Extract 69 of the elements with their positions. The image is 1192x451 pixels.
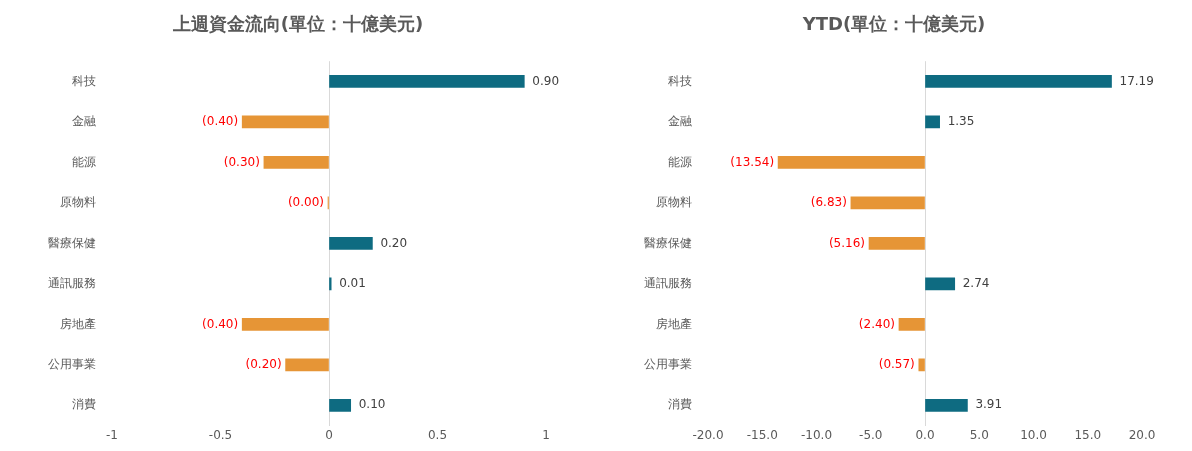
y-tick-label: 消費 [668, 397, 692, 412]
y-tick-label: 通訊服務 [48, 276, 96, 291]
data-label: 2.74 [962, 276, 990, 291]
y-tick-label: 消費 [72, 397, 96, 412]
data-label: (0.40) [202, 114, 239, 129]
bar [241, 318, 329, 331]
y-tick-label: 房地產 [656, 316, 692, 331]
bar [285, 358, 329, 372]
bar [263, 156, 329, 169]
data-label: (0.40) [202, 316, 239, 331]
data-label: 0.10 [358, 397, 386, 412]
data-label: (13.54) [730, 154, 775, 169]
bar [925, 75, 1112, 88]
bar [329, 277, 332, 291]
x-tick-label: 15.0 [1074, 427, 1102, 442]
bar [777, 156, 925, 169]
y-tick-label: 金融 [72, 114, 96, 129]
x-tick-label: 1 [542, 427, 550, 442]
data-label: (0.57) [878, 356, 915, 371]
y-tick-label: 醫療保健 [48, 235, 96, 250]
bar [925, 399, 968, 412]
data-label: 1.35 [947, 114, 975, 129]
data-label: 17.19 [1119, 73, 1154, 88]
chart-title: YTD(單位：十億美元) [801, 12, 987, 36]
y-tick-label: 通訊服務 [644, 276, 692, 291]
data-label: (6.83) [810, 195, 847, 210]
y-tick-label: 原物料 [656, 195, 692, 210]
chart-title: 上週資金流向(單位：十億美元) [171, 12, 425, 36]
data-label: 0.01 [339, 276, 366, 291]
bar [329, 237, 373, 250]
data-label: (2.40) [858, 316, 895, 331]
data-label: (5.16) [828, 235, 866, 250]
data-label: (0.20) [245, 356, 282, 371]
bar [918, 358, 925, 372]
data-label: (0.30) [223, 154, 260, 169]
data-label: 0.20 [380, 235, 408, 250]
x-tick-label: -5.0 [859, 427, 883, 442]
x-tick-label: -20.0 [692, 427, 724, 442]
data-label: 0.90 [532, 73, 560, 88]
y-tick-label: 公用事業 [48, 356, 96, 371]
y-tick-label: 能源 [72, 154, 96, 169]
bar [241, 115, 329, 129]
y-tick-label: 能源 [668, 154, 692, 169]
x-tick-label: 0.0 [915, 427, 935, 442]
data-label: 3.91 [975, 397, 1003, 412]
x-tick-label: -1 [106, 427, 118, 442]
bar [329, 75, 525, 88]
y-tick-label: 金融 [668, 114, 692, 129]
x-tick-label: 0 [325, 427, 333, 442]
bar [868, 237, 925, 250]
y-tick-label: 公用事業 [644, 356, 692, 371]
bar [898, 318, 925, 331]
bar [329, 399, 352, 412]
x-tick-label: -0.5 [208, 427, 233, 442]
x-tick-label: 5.0 [969, 427, 989, 442]
y-tick-label: 科技 [668, 73, 692, 88]
bar [925, 277, 956, 291]
x-tick-label: -10.0 [800, 427, 833, 442]
x-tick-label: -15.0 [746, 427, 778, 442]
y-tick-label: 醫療保健 [644, 235, 692, 250]
y-tick-label: 科技 [72, 73, 96, 88]
bar [850, 196, 925, 210]
y-tick-label: 原物料 [60, 195, 96, 210]
y-tick-label: 房地產 [60, 316, 96, 331]
x-tick-label: 10.0 [1020, 427, 1047, 442]
x-tick-label: 20.0 [1128, 427, 1156, 442]
x-tick-label: 0.5 [427, 427, 448, 442]
data-label: (0.00) [287, 195, 324, 210]
bar [925, 115, 940, 129]
